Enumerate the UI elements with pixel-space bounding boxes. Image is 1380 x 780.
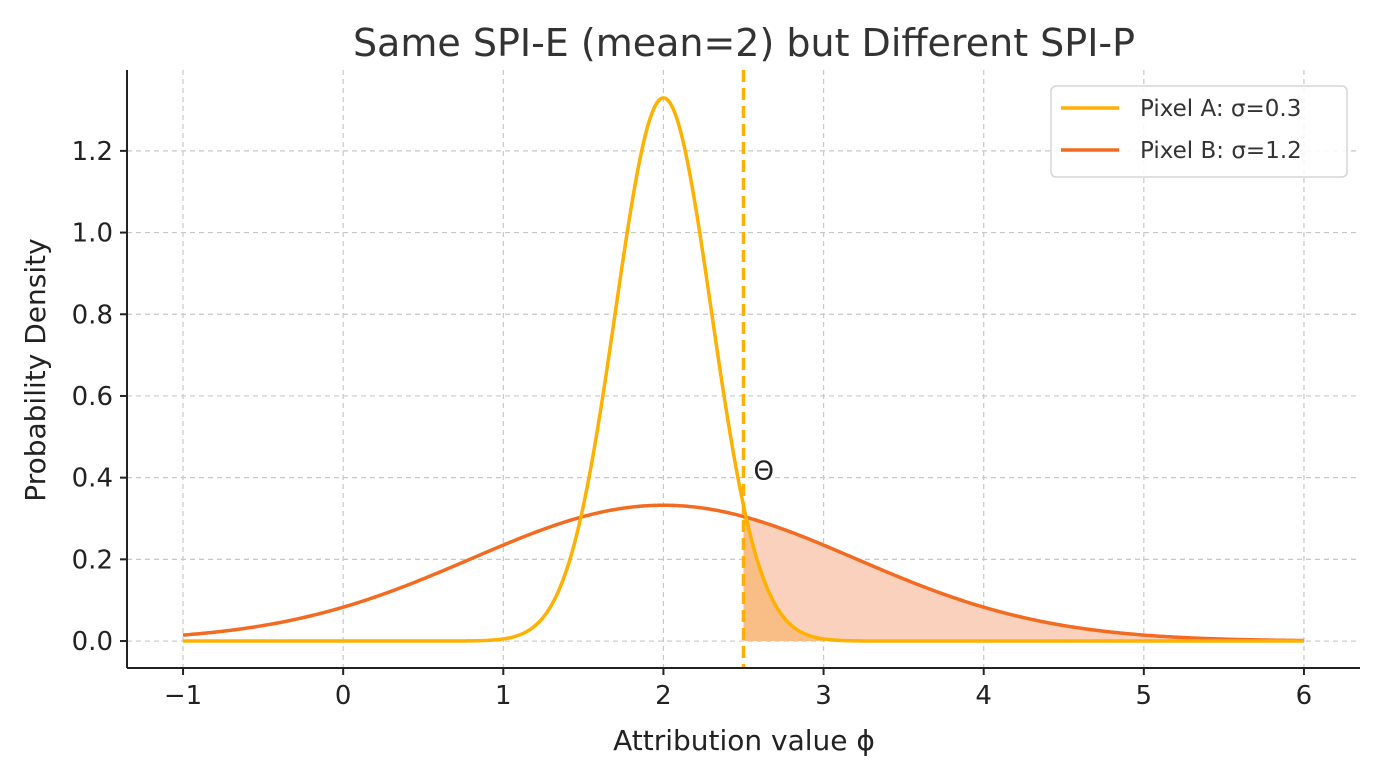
fill-area-pixel-b xyxy=(743,516,1304,642)
x-tick-label: 6 xyxy=(1296,681,1313,711)
x-tick-label: 4 xyxy=(975,681,992,711)
series-line-pixel-b xyxy=(182,503,1304,643)
legend-label-pixel-a: Pixel A: σ=0.3 xyxy=(1140,96,1301,122)
y-tick-label: 0.4 xyxy=(72,464,113,494)
x-tick-label: −1 xyxy=(164,681,202,711)
y-tick-label: 0.0 xyxy=(72,627,113,657)
ticks: −1 0 1 2 3 4 5 6 0.0 0.2 0.4 0.6 0.8 1.0 1.2 xyxy=(72,137,1313,711)
y-tick-label: 1.2 xyxy=(72,137,113,167)
x-tick-label: 5 xyxy=(1136,681,1153,711)
y-tick-label: 0.6 xyxy=(72,382,113,412)
x-tick-label: 3 xyxy=(815,681,832,711)
y-tick-label: 0.8 xyxy=(72,300,113,330)
threshold-label: Θ xyxy=(754,456,774,486)
x-axis-label: Attribution value ϕ xyxy=(613,724,875,757)
y-tick-label: 0.2 xyxy=(72,545,113,575)
x-tick-label: 2 xyxy=(655,681,672,711)
legend-box xyxy=(1050,85,1348,178)
threshold-fills xyxy=(743,505,1304,642)
y-axis-label: Probability Density xyxy=(19,238,52,501)
x-tick-label: 0 xyxy=(335,681,352,711)
x-tick-label: 1 xyxy=(495,681,512,711)
legend-label-pixel-b: Pixel B: σ=1.2 xyxy=(1140,138,1302,164)
chart-title: Same SPI-E (mean=2) but Different SPI-P xyxy=(353,21,1135,65)
y-tick-label: 1.0 xyxy=(72,219,113,249)
legend: Pixel A: σ=0.3 Pixel B: σ=1.2 xyxy=(1050,85,1348,178)
